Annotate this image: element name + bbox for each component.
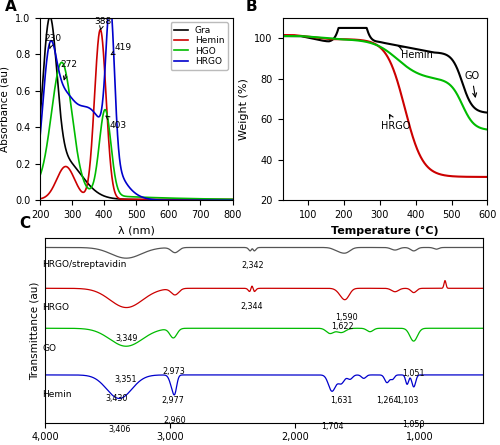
Text: B: B <box>246 0 257 14</box>
Text: 1,050: 1,050 <box>402 420 425 429</box>
Text: 1,264: 1,264 <box>376 396 398 405</box>
Legend: Gra, Hemin, HGO, HRGO: Gra, Hemin, HGO, HRGO <box>170 22 228 69</box>
Text: HRGO: HRGO <box>382 114 411 131</box>
Text: 1,704: 1,704 <box>321 421 343 431</box>
Text: 3,351: 3,351 <box>115 375 138 384</box>
Text: C: C <box>19 216 30 231</box>
Text: 2,960: 2,960 <box>164 416 186 425</box>
Text: 230: 230 <box>45 34 62 48</box>
Text: 3,349: 3,349 <box>115 334 138 343</box>
Text: 272: 272 <box>60 60 77 80</box>
Text: 2,344: 2,344 <box>241 302 263 311</box>
Text: 1,103: 1,103 <box>396 396 418 405</box>
Text: 403: 403 <box>106 116 127 130</box>
Text: 3,406: 3,406 <box>108 425 130 434</box>
Text: 1,051: 1,051 <box>402 369 425 378</box>
Text: 419: 419 <box>111 43 132 55</box>
Text: HRGO: HRGO <box>42 303 70 312</box>
Text: 2,342: 2,342 <box>241 261 264 270</box>
Text: 3,430: 3,430 <box>105 394 128 403</box>
Text: 1,590: 1,590 <box>335 313 357 322</box>
Text: GO: GO <box>42 344 56 353</box>
X-axis label: λ (nm): λ (nm) <box>118 226 154 235</box>
X-axis label: Temperature (°C): Temperature (°C) <box>331 226 439 235</box>
Y-axis label: Transmittance (au): Transmittance (au) <box>30 281 40 380</box>
Text: A: A <box>6 0 17 14</box>
Text: 1,631: 1,631 <box>330 396 352 405</box>
Text: Hemin: Hemin <box>42 390 72 400</box>
Text: 1,622: 1,622 <box>331 323 353 332</box>
Text: Hemin: Hemin <box>398 46 433 61</box>
Text: HRGO/streptavidin: HRGO/streptavidin <box>42 260 127 269</box>
Text: 2,973: 2,973 <box>162 367 185 376</box>
Text: 388: 388 <box>94 17 111 29</box>
Text: GO: GO <box>464 71 479 97</box>
Y-axis label: Absorbance (au): Absorbance (au) <box>0 66 10 152</box>
Text: 2,977: 2,977 <box>162 396 184 405</box>
Y-axis label: Weight (%): Weight (%) <box>239 78 249 140</box>
